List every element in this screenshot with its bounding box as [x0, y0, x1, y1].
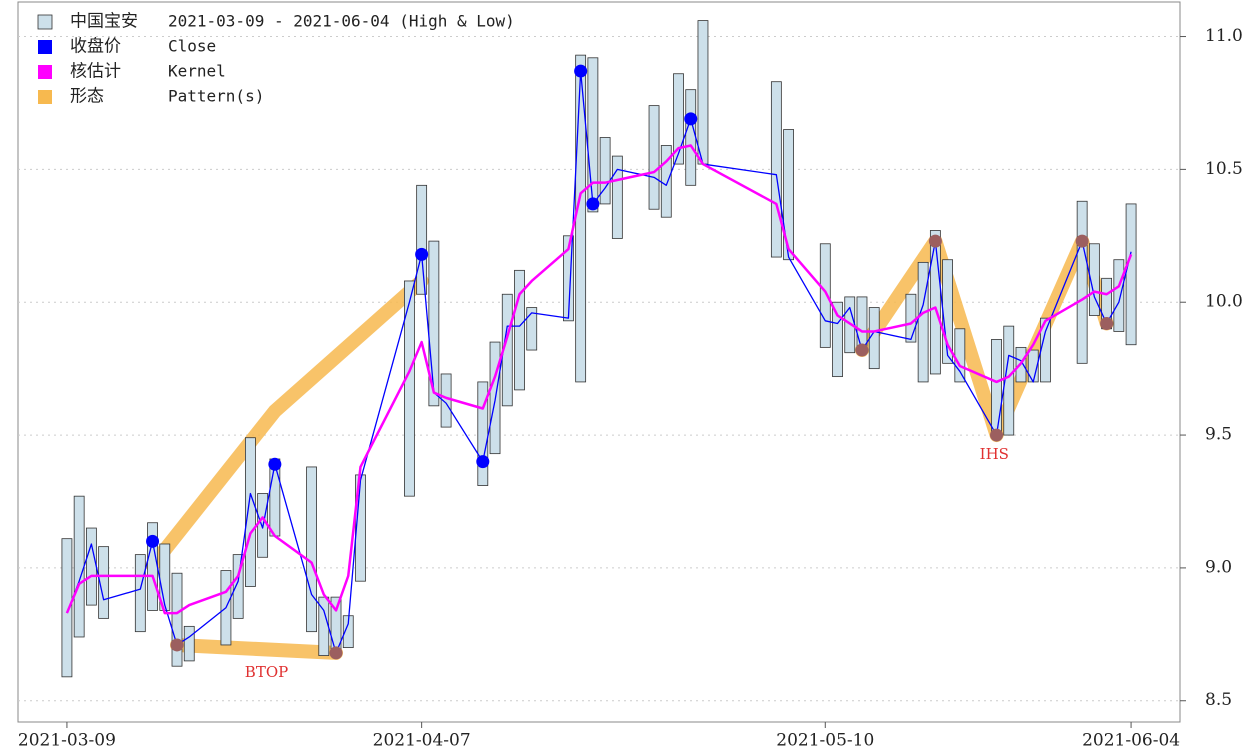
x-tick-label: 2021-06-04: [1082, 731, 1180, 751]
range-bar: [770, 81, 782, 258]
range-bar: [917, 261, 929, 383]
legend-name: 中国宝安: [70, 12, 138, 32]
range-bar: [1088, 243, 1100, 316]
range-bar: [599, 137, 611, 205]
pattern-dot: [928, 234, 942, 248]
legend-swatch: [38, 65, 52, 79]
pattern-dot: [1100, 316, 1114, 330]
range-bar: [954, 328, 966, 383]
range-bar: [134, 554, 146, 633]
extremum-dot: [476, 455, 490, 469]
range-bar: [306, 466, 317, 633]
pattern-dot: [1075, 234, 1089, 248]
legend-name: 核估计: [70, 62, 121, 82]
range-bar: [73, 495, 85, 638]
range-bar: [868, 307, 880, 370]
legend-name: 收盘价: [70, 37, 121, 57]
range-bar: [1003, 325, 1015, 436]
close-line: [66, 70, 1132, 654]
pattern-line: [145, 273, 429, 573]
y-tick-label: 11.0: [1205, 26, 1243, 46]
range-bar: [514, 269, 525, 391]
kernel-line: [65, 144, 1133, 615]
range-bar: [85, 527, 97, 606]
range-bar: [61, 538, 73, 678]
legend-label: Kernel: [168, 62, 226, 81]
y-tick-label: 10.0: [1205, 292, 1243, 312]
range-bar: [819, 243, 831, 348]
legend-label: Close: [168, 37, 216, 56]
range-bar: [183, 625, 195, 662]
range-bar: [832, 301, 843, 378]
range-bar: [587, 57, 599, 213]
pattern-dot: [855, 343, 869, 357]
legend-swatch: [38, 90, 52, 104]
range-bar: [98, 546, 110, 619]
legend-swatch: [38, 40, 52, 54]
range-bar: [991, 339, 1002, 436]
range-bar: [783, 129, 794, 261]
range-bar: [404, 280, 415, 497]
pattern-dot: [329, 646, 343, 660]
extremum-dot: [684, 112, 698, 126]
range-bar: [232, 554, 244, 619]
pattern-label: BTOP: [245, 663, 288, 681]
pattern-dot: [170, 638, 184, 652]
extremum-dot: [574, 64, 588, 78]
range-bar: [1076, 200, 1088, 364]
plot-frame: [17, 1, 1181, 723]
range-bar: [428, 240, 440, 407]
pattern-label: IHS: [980, 445, 1009, 463]
pattern-line: [170, 637, 344, 660]
x-tick-label: 2021-04-07: [373, 731, 471, 751]
range-bar: [1125, 203, 1137, 346]
range-bar: [929, 230, 941, 375]
range-bar: [526, 307, 538, 351]
legend-label: Pattern(s): [168, 87, 264, 106]
range-bar: [905, 293, 917, 343]
range-bar: [244, 437, 256, 587]
extremum-dot: [415, 247, 429, 261]
range-bar: [942, 259, 953, 364]
legend-swatch: [37, 14, 53, 30]
range-bar: [673, 73, 684, 165]
y-tick-label: 10.5: [1205, 159, 1243, 179]
extremum-dot: [586, 197, 600, 211]
y-tick-label: 8.5: [1205, 690, 1232, 710]
range-bar: [611, 155, 623, 239]
y-tick-label: 9.5: [1205, 425, 1232, 445]
range-bar: [697, 20, 709, 165]
y-tick-label: 9.0: [1205, 557, 1232, 577]
range-bar: [171, 572, 183, 667]
range-bar: [563, 235, 574, 322]
x-tick-label: 2021-05-10: [776, 731, 874, 751]
range-bar: [648, 105, 660, 210]
legend-label: 2021-03-09 - 2021-06-04 (High & Low): [168, 12, 515, 31]
extremum-dot: [268, 457, 282, 471]
extremum-dot: [146, 534, 160, 548]
range-bar: [416, 184, 428, 295]
x-tick-label: 2021-03-09: [18, 731, 116, 751]
pattern-dot: [990, 428, 1004, 442]
range-bar: [342, 615, 354, 649]
legend-name: 形态: [70, 87, 104, 107]
range-bar: [685, 89, 697, 186]
range-bar: [1113, 259, 1125, 332]
